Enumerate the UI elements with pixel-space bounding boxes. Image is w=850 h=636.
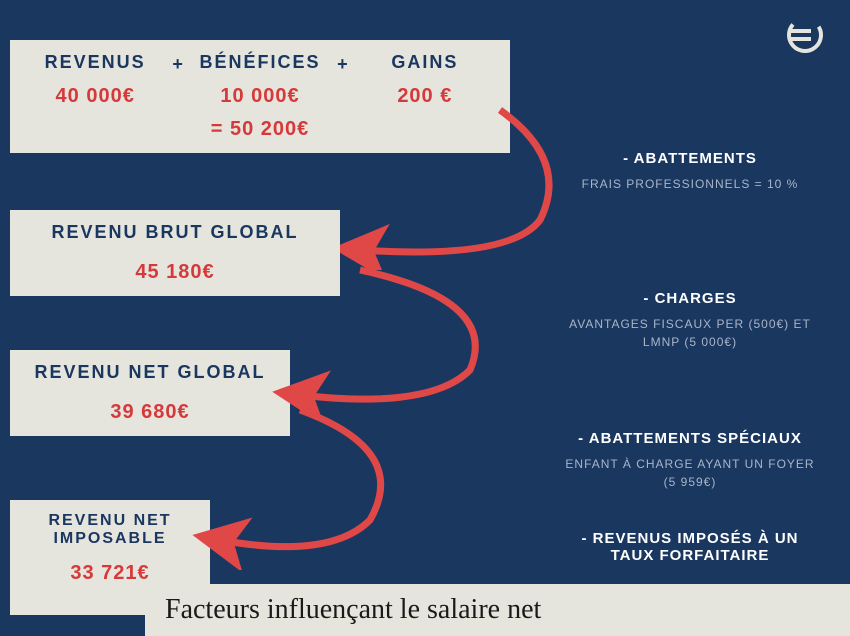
- gains-item: GAINS 200 €: [358, 52, 492, 108]
- benefices-item: BÉNÉFICES 10 000€: [193, 52, 327, 108]
- speciaux-title: - ABATTEMENTS SPÉCIAUX: [560, 430, 820, 447]
- forfaitaire-section: - REVENUS IMPOSÉS À UN TAUX FORFAITAIRE: [560, 530, 820, 572]
- net-box: REVENU NET GLOBAL 39 680€: [10, 350, 290, 436]
- brut-label: REVENU BRUT GLOBAL: [28, 222, 322, 243]
- revenus-item: REVENUS 40 000€: [28, 52, 162, 108]
- benefices-value: 10 000€: [193, 85, 327, 108]
- gains-label: GAINS: [358, 52, 492, 73]
- imposable-label: REVENU NET IMPOSABLE: [28, 512, 192, 548]
- charges-section: - CHARGES AVANTAGES FISCAUX PER (500€) E…: [560, 290, 820, 351]
- net-value: 39 680€: [28, 401, 272, 424]
- benefices-label: BÉNÉFICES: [193, 52, 327, 73]
- charges-title: - CHARGES: [560, 290, 820, 307]
- plus-1: +: [172, 52, 183, 75]
- speciaux-detail: ENFANT À CHARGE AYANT UN FOYER (5 959€): [560, 455, 820, 491]
- bottom-banner: Facteurs influençant le salaire net: [145, 584, 850, 636]
- abattements-detail: FRAIS PROFESSIONNELS = 10 %: [560, 175, 820, 193]
- revenus-label: REVENUS: [28, 52, 162, 73]
- equation-total: = 50 200€: [28, 118, 492, 141]
- brut-box: REVENU BRUT GLOBAL 45 180€: [10, 210, 340, 296]
- forfaitaire-title: - REVENUS IMPOSÉS À UN TAUX FORFAITAIRE: [560, 530, 820, 564]
- euro-icon: [785, 15, 825, 55]
- imposable-value: 33 721€: [28, 562, 192, 585]
- net-label: REVENU NET GLOBAL: [28, 362, 272, 383]
- brut-value: 45 180€: [28, 261, 322, 284]
- charges-detail: AVANTAGES FISCAUX PER (500€) ET LMNP (5 …: [560, 315, 820, 351]
- gains-value: 200 €: [358, 85, 492, 108]
- plus-2: +: [337, 52, 348, 75]
- abattements-section: - ABATTEMENTS FRAIS PROFESSIONNELS = 10 …: [560, 150, 820, 193]
- equation-box: REVENUS 40 000€ + BÉNÉFICES 10 000€ + GA…: [10, 40, 510, 153]
- revenus-value: 40 000€: [28, 85, 162, 108]
- speciaux-section: - ABATTEMENTS SPÉCIAUX ENFANT À CHARGE A…: [560, 430, 820, 491]
- abattements-title: - ABATTEMENTS: [560, 150, 820, 167]
